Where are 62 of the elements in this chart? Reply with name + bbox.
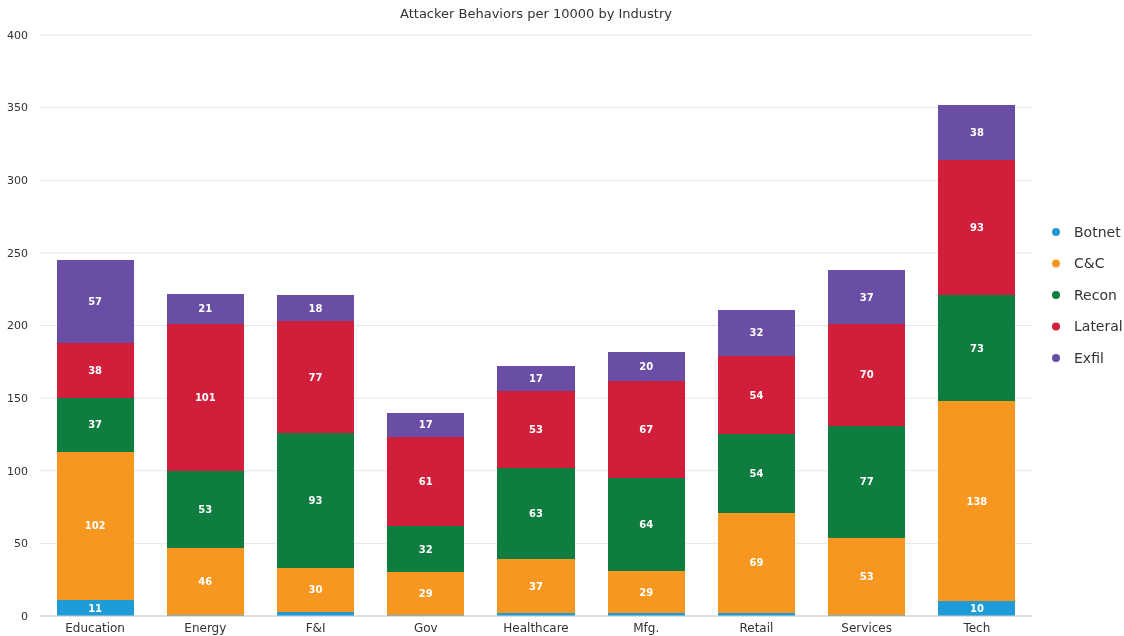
- data-label: 102: [84, 520, 106, 532]
- data-label: 101: [194, 391, 216, 403]
- data-label: 37: [859, 291, 874, 303]
- y-tick-label: 300: [7, 174, 28, 188]
- data-label: 18: [308, 302, 323, 314]
- legend-label: Exfil: [1074, 349, 1104, 366]
- data-label: 67: [639, 423, 654, 435]
- x-tick-label: Education: [65, 621, 125, 635]
- data-label: 73: [969, 342, 984, 354]
- data-label: 29: [418, 587, 433, 599]
- x-tick-label: Services: [841, 621, 892, 635]
- x-tick-label: F&I: [305, 621, 326, 635]
- data-label: 53: [198, 503, 213, 515]
- data-label: 53: [529, 423, 543, 435]
- data-label: 30: [308, 584, 323, 596]
- data-label: 32: [418, 543, 433, 555]
- legend-label: C&C: [1074, 255, 1105, 272]
- data-label: 38: [88, 365, 103, 377]
- data-label: 93: [969, 221, 984, 233]
- data-label: 138: [966, 495, 988, 507]
- data-label: 61: [418, 476, 433, 488]
- x-tick-label: Tech: [962, 621, 991, 635]
- data-label: 77: [859, 476, 874, 488]
- data-label: 37: [529, 580, 543, 592]
- data-label: 63: [529, 508, 543, 520]
- x-tick-label: Retail: [739, 621, 774, 635]
- data-label: 64: [639, 518, 654, 530]
- y-tick-label: 400: [7, 28, 28, 42]
- x-tick-label: Mfg.: [633, 621, 660, 635]
- data-label: 93: [308, 495, 323, 507]
- data-label: 54: [749, 389, 764, 401]
- data-label: 38: [969, 126, 984, 138]
- chart-title: Attacker Behaviors per 10000 by Industry: [400, 6, 673, 21]
- data-label: 70: [859, 369, 874, 381]
- x-tick-label: Energy: [184, 621, 227, 635]
- data-label: 37: [88, 419, 103, 431]
- data-label: 54: [749, 468, 764, 480]
- legend-label: Recon: [1074, 286, 1117, 303]
- data-label: 20: [639, 360, 654, 372]
- data-label: 10: [969, 603, 984, 615]
- y-tick-label: 100: [7, 464, 28, 478]
- data-label: 46: [198, 575, 213, 587]
- data-label: 11: [88, 602, 103, 614]
- y-tick-label: 200: [7, 319, 28, 333]
- data-label: 21: [198, 303, 213, 315]
- x-tick-label: Gov: [413, 621, 438, 635]
- y-tick-label: 250: [7, 246, 28, 260]
- data-label: 29: [639, 586, 654, 598]
- data-label: 69: [749, 557, 764, 569]
- data-label: 32: [749, 327, 764, 339]
- y-tick-label: 350: [7, 101, 28, 115]
- y-tick-label: 150: [7, 391, 28, 405]
- x-tick-label: Healthcare: [503, 621, 569, 635]
- data-label: 17: [418, 419, 433, 431]
- data-label: 57: [88, 296, 103, 308]
- y-tick-label: 50: [14, 537, 28, 551]
- y-tick-label: 0: [21, 609, 28, 623]
- data-label: 53: [859, 570, 874, 582]
- data-label: 77: [308, 371, 323, 383]
- data-label: 17: [529, 373, 543, 385]
- legend-label: Botnet: [1074, 223, 1122, 240]
- legend-label: Lateral: [1074, 318, 1123, 335]
